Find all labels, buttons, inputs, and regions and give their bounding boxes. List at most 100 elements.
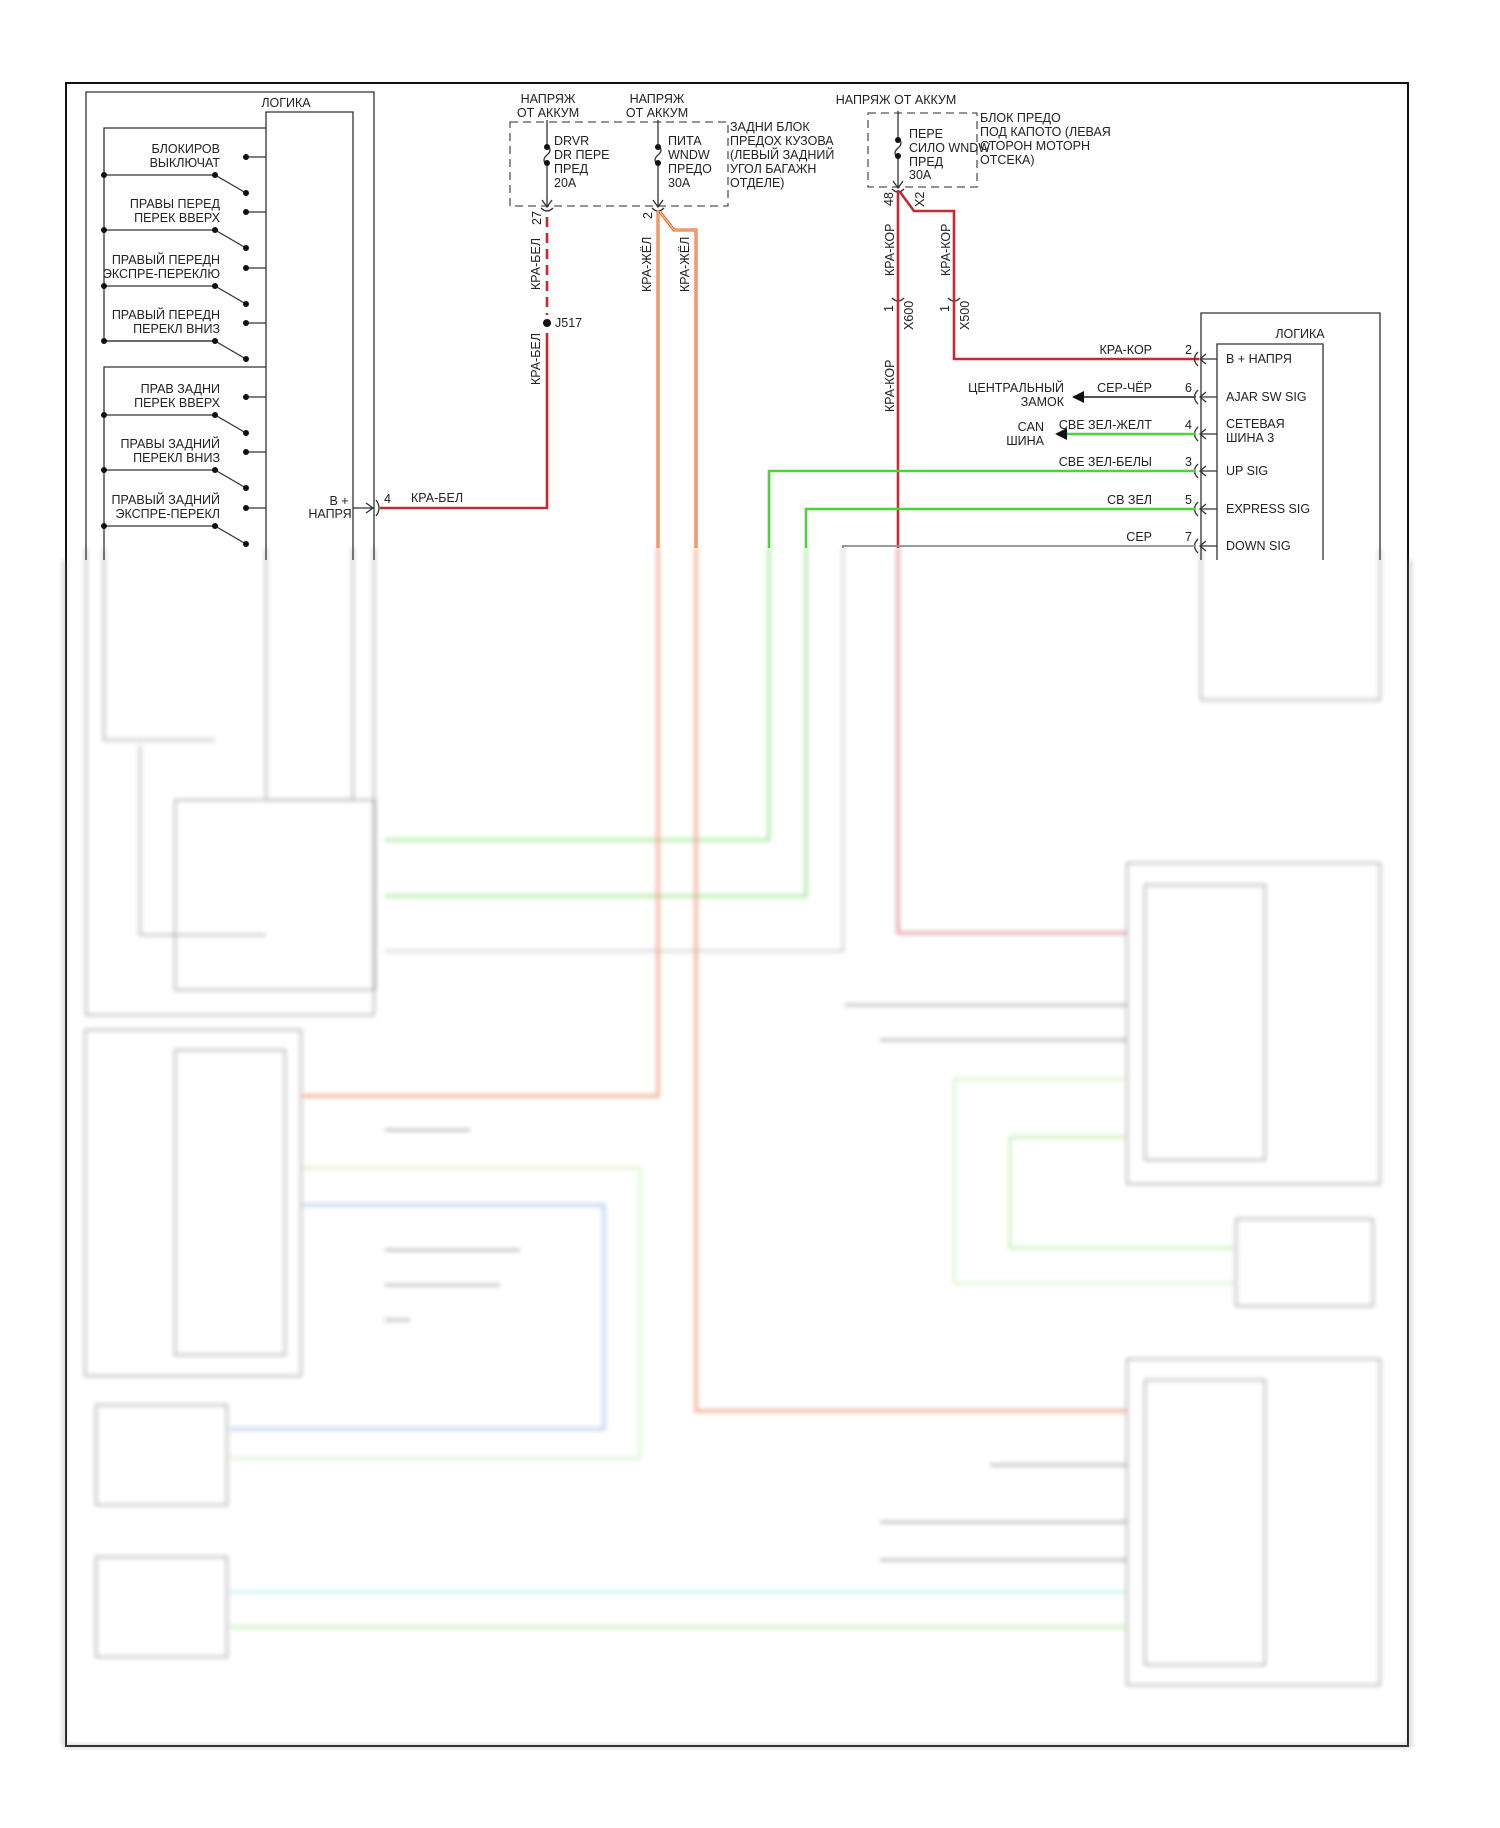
front-fuse-l3: ПРЕД (909, 155, 944, 169)
front-supply: НАПРЯЖ ОТ АККУМ (836, 93, 957, 107)
terminal-dot (243, 430, 249, 436)
rear-block-l4: УГОЛ БАГАЖН (730, 162, 816, 176)
wire-label: СЕР-ЧЁР (1097, 381, 1152, 395)
supply2-line1: НАПРЯЖ (630, 92, 685, 106)
pin-function-label: СЕТЕВАЯ (1226, 417, 1285, 431)
pin-number: 4 (1185, 418, 1192, 432)
terminal-dot (243, 301, 249, 307)
pin-number: 3 (1185, 455, 1192, 469)
pin-arrow (1198, 465, 1217, 477)
fuse1-l3: ПРЕД (554, 162, 589, 176)
pin-function-label: AJAR SW SIG (1226, 390, 1307, 404)
rear-fuse-block: НАПРЯЖ ОТ АККУМ НАПРЯЖ ОТ АККУМ DRVR DR … (509, 92, 834, 225)
terminal-dot (243, 245, 249, 251)
fuse2-l3: ПРЕДО (668, 162, 712, 176)
terminal-dot (212, 227, 218, 233)
switch-label-line2: ПЕРЕКЛ ВНИЗ (133, 451, 220, 465)
switch-label-line2: ЭКСПРЕ-ПЕРЕКЛЮ (103, 267, 220, 281)
terminal-dot (101, 338, 107, 344)
bplus-pin: 4 (384, 492, 391, 506)
terminal-dot (243, 265, 249, 271)
splice-j517 (543, 319, 551, 327)
terminal-dot (243, 505, 249, 511)
wire2a-label: КРА-ЖЁЛ (640, 237, 654, 292)
pin-function-label: EXPRESS SIG (1226, 502, 1310, 516)
front-fuse-l1: ПЕРЕ (909, 127, 943, 141)
switch-label-line1: ПРАВЫ ПЕРЕД (130, 197, 221, 211)
can-bus-l2: ШИНА (1006, 434, 1044, 448)
terminal-dot (212, 338, 218, 344)
right-logic-module: ЛОГИКА 2 КРА-КОР B + НАПРЯ 6 СЕР-ЧЁР AJAR SW … (1059, 312, 1381, 560)
connector (1193, 351, 1199, 367)
front-fuse-block: НАПРЯЖ ОТ АККУМ ПЕРЕ СИЛО WNDW ПРЕД 30A … (836, 93, 1111, 330)
fuse2-l1: ПИТА (668, 134, 702, 148)
fuse2-l4: 30A (668, 176, 691, 190)
blurred-lower-diagram (62, 548, 1412, 1748)
front-block-l3: СТОРОН МОТОРН (980, 139, 1090, 153)
x600-label: X600 (902, 301, 916, 330)
wire2b-label: КРА-ЖЁЛ (678, 237, 692, 292)
terminal-dot (243, 190, 249, 196)
pin-function-label: ШИНА 3 (1226, 431, 1274, 445)
front-block-l1: БЛОК ПРЕДО (980, 111, 1061, 125)
front-block-l2: ПОД КАПОТО (ЛЕВАЯ (980, 125, 1111, 139)
terminal-dot (212, 412, 218, 418)
terminal-dot (101, 467, 107, 473)
x500-pin: 1 (938, 305, 952, 312)
bplus-label-2: НАПРЯ (308, 507, 351, 521)
terminal-dot (243, 485, 249, 491)
can-bus-l1: CAN (1018, 420, 1044, 434)
terminal-dot (243, 394, 249, 400)
module-pin-row: 5 СВ ЗЕЛ EXPRESS SIG (1107, 493, 1310, 517)
pin-arrow (1198, 428, 1217, 440)
central-lock-l2: ЗАМОК (1021, 395, 1065, 409)
front-fuse-l2: СИЛО WNDW (909, 141, 990, 155)
red-white-wire (380, 333, 549, 510)
switch-label-line2: ПЕРЕК ВВЕРХ (134, 396, 221, 410)
terminal-dot (243, 320, 249, 326)
terminal-dot (243, 541, 249, 547)
right-logic-label: ЛОГИКА (1275, 327, 1325, 341)
central-lock-l1: ЦЕНТРАЛЬНЫЙ (968, 380, 1064, 395)
diagram-frame (65, 82, 1409, 1747)
terminal-dot (243, 449, 249, 455)
terminal-dot (243, 209, 249, 215)
switch-label-line2: ВЫКЛЮЧАТ (150, 156, 221, 170)
supply1-line2: ОТ АККУМ (517, 106, 579, 120)
down-sig-wire (842, 545, 1196, 548)
wire-a2-label: КРА-КОР (883, 360, 897, 412)
module-pin-row: 6 СЕР-ЧЁР AJAR SW SIG (1097, 381, 1307, 405)
switch-label-line1: ПРАВЫЙ ЗАДНИЙ (112, 492, 220, 507)
pin-function-label: UP SIG (1226, 464, 1268, 478)
pin-number: 7 (1185, 530, 1192, 544)
wire-label: СВЕ ЗЕЛ-БЕЛЫ (1059, 455, 1152, 469)
module-pin-row: 2 КРА-КОР B + НАПРЯ (1100, 343, 1292, 367)
pin-number: 6 (1185, 381, 1192, 395)
bplus-wire-label: КРА-БЕЛ (411, 491, 463, 505)
supply1-line1: НАПРЯЖ (521, 92, 576, 106)
pin-function-label: DOWN SIG (1226, 539, 1291, 553)
pin-number: 5 (1185, 493, 1192, 507)
supply2-line2: ОТ АККУМ (626, 106, 688, 120)
terminal-dot (101, 523, 107, 529)
terminal-dot (101, 283, 107, 289)
module-pin-row: 3 СВЕ ЗЕЛ-БЕЛЫ UP SIG (1059, 455, 1268, 479)
front-fuse-l4: 30A (909, 168, 932, 182)
pin-arrow (1198, 503, 1217, 515)
terminal-dot (101, 412, 107, 418)
switch-label-line1: ПРАВЫЙ ПЕРЕДН (112, 307, 220, 322)
rear-block-l2: ПРЕДОХ КУЗОВА (730, 134, 834, 148)
fuse1-l2: DR ПЕРЕ (554, 148, 610, 162)
x500-label: X500 (958, 301, 972, 330)
switch-label-line2: ПЕРЕК ВВЕРХ (134, 211, 221, 225)
wire-a-label: КРА-КОР (883, 224, 897, 276)
pin-27: 27 (530, 211, 544, 225)
pin-arrow (1198, 391, 1217, 403)
